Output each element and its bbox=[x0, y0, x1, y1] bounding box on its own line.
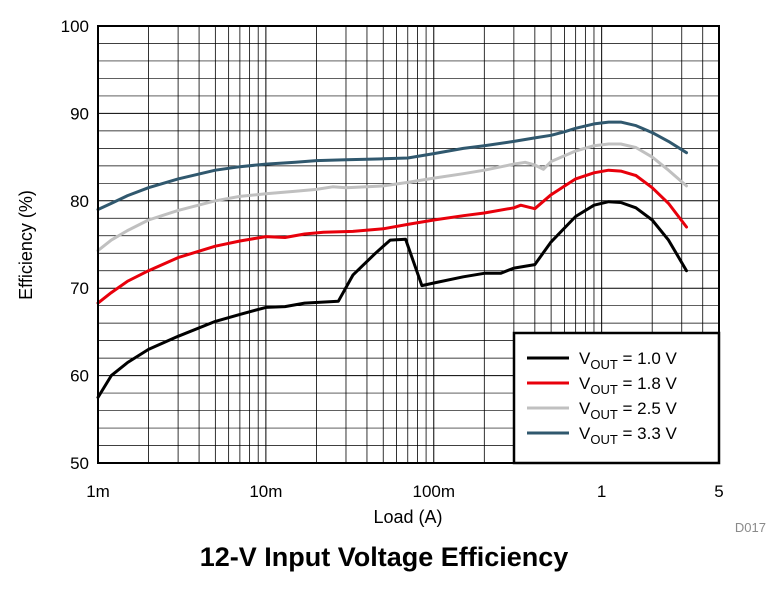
y-tick-label: 60 bbox=[70, 367, 89, 386]
legend-label-2: VOUT = 1.8 V bbox=[579, 374, 678, 397]
series-line-2 bbox=[96, 168, 688, 305]
y-tick-label: 100 bbox=[61, 17, 89, 36]
y-tick-label: 90 bbox=[70, 104, 89, 123]
x-axis-label: Load (A) bbox=[373, 507, 442, 527]
x-tick-label: 1m bbox=[86, 482, 110, 501]
x-tick-label: 10m bbox=[249, 482, 282, 501]
x-tick-label: 100m bbox=[413, 482, 456, 501]
x-tick-label: 5 bbox=[714, 482, 723, 501]
y-axis-label: Efficiency (%) bbox=[16, 190, 36, 300]
figure-code: D017 bbox=[735, 520, 766, 535]
y-tick-label: 70 bbox=[70, 279, 89, 298]
x-tick-label: 1 bbox=[597, 482, 606, 501]
series-line-4 bbox=[96, 120, 688, 211]
series-lines bbox=[96, 120, 688, 399]
y-tick-labels: 50 60 70 80 90 100 bbox=[61, 17, 89, 473]
legend-label-4: VOUT = 3.3 V bbox=[579, 424, 678, 447]
plot-frame bbox=[97, 25, 720, 464]
legend-box bbox=[512, 331, 721, 465]
y-tick-label: 50 bbox=[70, 454, 89, 473]
legend-label-3: VOUT = 2.5 V bbox=[579, 399, 678, 422]
series-line-1 bbox=[96, 200, 688, 399]
y-tick-label: 80 bbox=[70, 192, 89, 211]
chart-title: 12-V Input Voltage Efficiency bbox=[199, 542, 569, 572]
series-line-3 bbox=[96, 142, 688, 253]
x-tick-labels: 1m 10m 100m 1 5 bbox=[86, 482, 724, 501]
legend-label-1: VOUT = 1.0 V bbox=[579, 349, 678, 372]
